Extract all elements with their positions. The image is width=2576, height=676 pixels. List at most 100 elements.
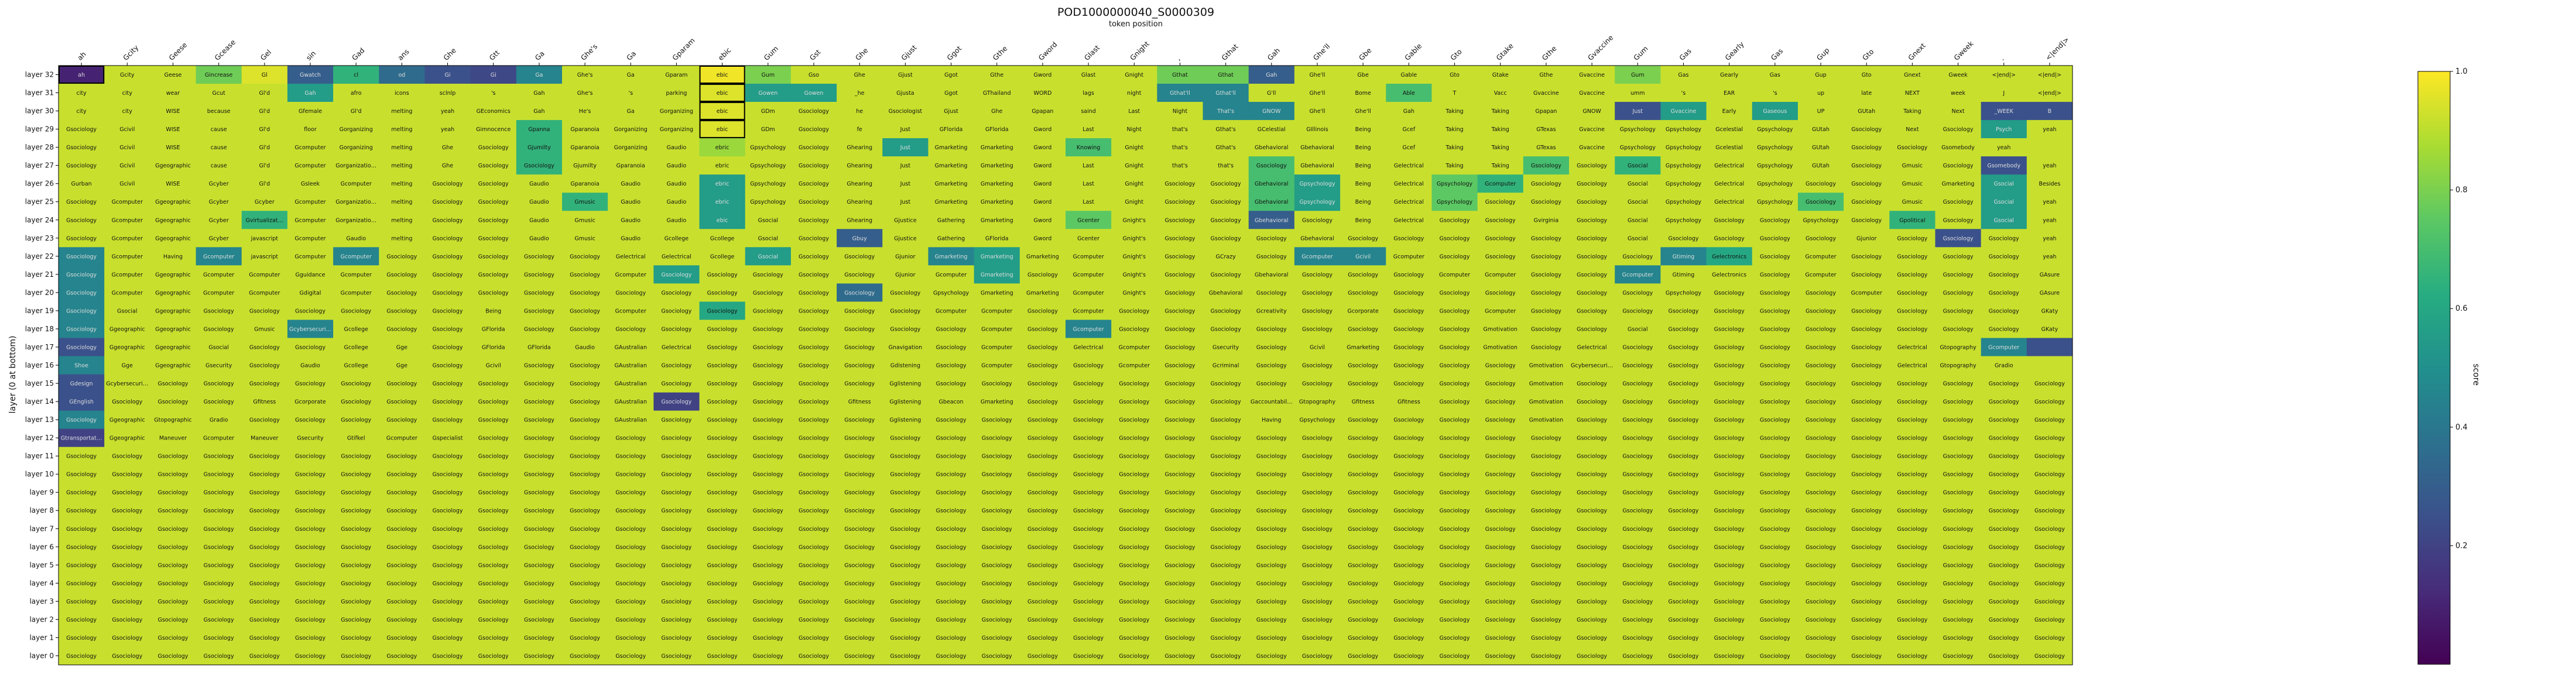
y-tick-label: layer 25 bbox=[25, 198, 54, 206]
heatmap-cell bbox=[1477, 247, 1524, 266]
cell-label: Gsociology bbox=[1851, 308, 1882, 314]
cell-label: Ghe's bbox=[577, 72, 593, 78]
cell-label: Gsociology bbox=[615, 562, 646, 569]
heatmap-cell bbox=[1111, 138, 1157, 157]
cell-label: Gmarketing bbox=[935, 145, 968, 151]
cell-label: Gsociology bbox=[799, 454, 829, 460]
heatmap-cell bbox=[1431, 265, 1478, 284]
heatmap-cell bbox=[104, 120, 150, 139]
cell-label: He's bbox=[579, 108, 591, 115]
cell-label: Ghearing bbox=[847, 163, 872, 169]
heatmap-cell bbox=[333, 174, 379, 193]
cell-label: Gsociology bbox=[249, 381, 280, 387]
cell-label: Gsociology bbox=[982, 562, 1012, 569]
cell-label: Ghe bbox=[854, 72, 865, 78]
heatmap-cell bbox=[2026, 66, 2073, 84]
cell-label: Gsociology bbox=[799, 235, 829, 242]
cell-label: GUtah bbox=[1812, 163, 1830, 169]
cell-label: Gincrease bbox=[205, 72, 233, 78]
heatmap-cell bbox=[1340, 120, 1386, 139]
cell-label: Gcomputer bbox=[294, 217, 326, 224]
heatmap-cell bbox=[287, 283, 334, 302]
cell-label: Gsociology bbox=[433, 235, 463, 242]
cell-label: Gsociology bbox=[1119, 417, 1149, 424]
cell-label: Gdigital bbox=[300, 290, 321, 296]
heatmap-cell bbox=[1797, 265, 1844, 284]
cell-label: Gsociology bbox=[1669, 344, 1699, 351]
heatmap-cell bbox=[2026, 120, 2073, 139]
cell-label: Gcomputer bbox=[1073, 290, 1104, 296]
cell-label: Gsociology bbox=[1348, 381, 1378, 387]
cell-label: Gsociology bbox=[1669, 653, 1699, 660]
cell-label: Gsociology bbox=[570, 363, 600, 369]
cell-label: Gcomputer bbox=[1301, 253, 1332, 260]
cell-label: Gsociology bbox=[1348, 472, 1378, 478]
cell-label: Gsociology bbox=[1531, 326, 1561, 332]
heatmap-cell bbox=[790, 301, 837, 320]
heatmap-cell bbox=[1523, 211, 1570, 229]
heatmap-cell bbox=[1981, 120, 2027, 139]
heatmap-cell bbox=[1477, 174, 1524, 193]
cell-label: Having bbox=[163, 253, 183, 260]
cell-label: Gsociology bbox=[1531, 272, 1561, 278]
cell-label: Gsociology bbox=[1851, 653, 1882, 660]
cell-label: Gsociology bbox=[1989, 381, 2019, 387]
heatmap-cell bbox=[837, 211, 883, 229]
heatmap-cell bbox=[837, 247, 883, 266]
cell-label: Gsociology bbox=[799, 326, 829, 332]
heatmap-cell bbox=[1981, 193, 2027, 211]
heatmap-cell bbox=[470, 211, 517, 229]
heatmap-cell bbox=[1660, 84, 1707, 102]
cell-label: Gcomputer bbox=[1485, 181, 1516, 187]
cell-label: Gsociology bbox=[570, 290, 600, 296]
cell-label: Gsociology bbox=[66, 290, 97, 296]
cell-label: Gelectrical bbox=[616, 253, 646, 260]
cell-label: Ggot bbox=[944, 72, 958, 78]
cell-label: Gsociology bbox=[1027, 581, 1058, 587]
cell-label: Gsociology bbox=[1393, 653, 1424, 660]
cell-label: Gsociology bbox=[295, 581, 326, 587]
cell-label: Gsociology bbox=[1440, 308, 1470, 314]
cell-label: Gsociology bbox=[433, 217, 463, 224]
heatmap-cell bbox=[1294, 174, 1341, 193]
cell-label: Gsociology bbox=[1165, 199, 1195, 205]
cell-label: Gsociology bbox=[844, 253, 875, 260]
cell-label: Gsociology bbox=[1806, 435, 1836, 442]
cell-label: Gsociology bbox=[249, 653, 280, 660]
heatmap-cell bbox=[150, 102, 197, 121]
heatmap-cell bbox=[1935, 120, 1982, 139]
cell-label: Gnavigation bbox=[889, 344, 923, 351]
cell-label: UP bbox=[1817, 108, 1825, 115]
cell-label: he bbox=[856, 108, 863, 115]
heatmap-cell bbox=[1935, 301, 1982, 320]
cell-label: city bbox=[122, 90, 133, 97]
cell-label: Gcybersecuri… bbox=[106, 381, 148, 387]
y-tick-label: layer 1 bbox=[29, 633, 54, 641]
heatmap-cell bbox=[562, 174, 608, 193]
cell-label: Taking bbox=[1491, 145, 1509, 151]
y-tick-label: layer 2 bbox=[29, 615, 54, 623]
cell-label: Gcomputer bbox=[386, 435, 417, 442]
heatmap-cell bbox=[1066, 120, 1112, 139]
cell-label: Gsociology bbox=[1943, 308, 1974, 314]
cell-label: Gvaccine bbox=[1533, 90, 1559, 97]
cell-label: Ghe'll bbox=[1309, 90, 1325, 97]
heatmap-cell bbox=[1248, 229, 1295, 248]
heatmap-cell bbox=[790, 66, 837, 84]
cell-label: Gsociology bbox=[1714, 544, 1745, 551]
heatmap-cell bbox=[1431, 84, 1478, 102]
heatmap-cell bbox=[1019, 211, 1066, 229]
cell-label: Gsociology bbox=[1027, 363, 1058, 369]
cell-label: Gsociology bbox=[341, 381, 371, 387]
cell-label: Gsociology bbox=[1440, 399, 1470, 406]
heatmap-cell bbox=[1797, 156, 1844, 175]
cell-label: Gsociology bbox=[1622, 544, 1653, 551]
cell-label: Gsociology bbox=[1622, 581, 1653, 587]
cell-label: Gcyber bbox=[209, 181, 229, 187]
cell-label: Gsociology bbox=[1943, 253, 1974, 260]
y-tick-label: layer 17 bbox=[25, 343, 54, 351]
heatmap-cell bbox=[1340, 211, 1386, 229]
cell-label: Gsociology bbox=[799, 544, 829, 551]
cell-label: Gsociology bbox=[295, 653, 326, 660]
cell-label: Gaudio bbox=[346, 235, 366, 242]
